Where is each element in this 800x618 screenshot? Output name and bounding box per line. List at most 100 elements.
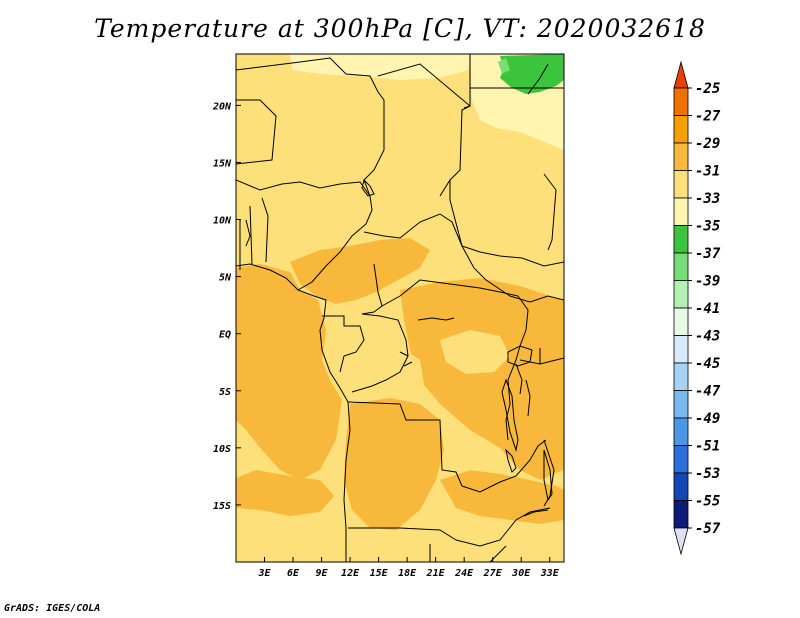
y-tick-label: 10N: [213, 216, 232, 227]
border-ethiopia: [543, 173, 557, 251]
x-tick-label: 33E: [540, 568, 560, 579]
border-niger-nigeria: [236, 179, 371, 197]
field-cool-center: [372, 346, 424, 396]
border-gabon: [322, 315, 365, 373]
x-tick-label: 24E: [454, 568, 474, 579]
border-mali-niger: [236, 99, 277, 165]
lake-chad: [361, 179, 375, 197]
colorbar: -25 -27 -29 -31 -33 -35 -37 -39 -41 -43 -45 -47 -49 -…: [673, 60, 721, 556]
colorbar-label: -47: [695, 384, 721, 400]
colorbar-swatch: [673, 142, 689, 171]
country-borders: [236, 54, 564, 562]
x-tick-label: 12E: [341, 568, 360, 579]
colorbar-label: -57: [695, 521, 721, 537]
y-tick-label: 5N: [219, 273, 232, 284]
colorbar-label: -39: [695, 274, 720, 290]
colorbar-swatch: [673, 115, 689, 144]
x-tick-label: 30E: [511, 568, 531, 579]
colorbar-swatch: [673, 472, 689, 501]
colorbar-label: -49: [695, 411, 720, 427]
map-frame: [235, 53, 565, 563]
colorbar-label: -41: [695, 301, 720, 317]
border-angola-drc: [347, 401, 463, 487]
lake-kariba: [523, 509, 549, 517]
colorbar-swatch: [673, 445, 689, 474]
border-zambia: [461, 439, 547, 493]
border-angola-south: [348, 527, 457, 541]
y-tick-label: 15N: [213, 158, 232, 169]
map-title: Temperature at 300hPa [C], VT: 202003261…: [94, 14, 706, 43]
border-malawi: [543, 439, 555, 507]
y-tick-label: 15S: [213, 501, 231, 512]
field-cold-patch-pale: [498, 58, 510, 74]
map-area: [236, 54, 564, 562]
x-axis-ticks: 3E 6E 9E 12E 15E 18E 21E 24E 27E 30E 33E: [257, 557, 560, 579]
field-warm-south: [344, 398, 444, 530]
colorbar-swatch: [673, 280, 689, 309]
y-tick-label: 10S: [213, 444, 231, 455]
colorbar-label: -25: [695, 81, 720, 97]
colorbar-label: -43: [695, 329, 720, 345]
colorbar-swatch: [673, 390, 689, 419]
x-tick-label: 3E: [257, 568, 271, 579]
colorbar-label: -27: [695, 109, 721, 125]
colorbar-label: -33: [695, 191, 720, 207]
border-sudan-south-sudan: [449, 180, 564, 267]
lake-malawi: [543, 449, 553, 502]
field-warm-central-north: [290, 238, 430, 304]
y-tick-label: 20N: [212, 101, 232, 112]
y-tick-label: 5S: [219, 387, 231, 398]
field-warm-southwest: [236, 470, 334, 516]
grads-credit: GrADS: IGES/COLA: [4, 603, 101, 614]
lake-volta: [245, 219, 251, 247]
x-tick-label: 15E: [370, 568, 389, 579]
x-tick-label: 27E: [483, 568, 503, 579]
coastline-west: [236, 263, 351, 562]
lake-victoria: [507, 345, 533, 367]
colorbar-label: -53: [695, 466, 720, 482]
field-warm-southeast: [440, 470, 564, 524]
x-tick-label: 9E: [316, 568, 329, 579]
colorbar-swatch: [673, 417, 689, 446]
colorbar-swatch: [673, 362, 689, 391]
x-tick-label: 6E: [287, 568, 300, 579]
x-tick-label: 18E: [398, 568, 417, 579]
border-north: [236, 57, 385, 197]
colorbar-swatch: [673, 500, 689, 529]
field-light-north: [290, 54, 470, 80]
colorbar-swatch: [673, 170, 689, 199]
colorbar-label: -31: [695, 164, 720, 180]
colorbar-label: -35: [695, 219, 720, 235]
colorbar-label: -55: [695, 494, 720, 510]
colorbar-swatch: [673, 197, 689, 226]
border-zambia-south: [455, 507, 551, 547]
colorbar-label: -37: [695, 246, 721, 262]
border-benin-nigeria: [261, 197, 269, 263]
coast-northeast: [527, 63, 549, 95]
border-car-south: [381, 279, 519, 307]
lake-tanganyika: [501, 378, 519, 452]
colorbar-swatch: [673, 335, 689, 364]
lake-mweru: [505, 448, 517, 473]
border-chad-car: [363, 213, 487, 281]
field-warm-west: [236, 264, 342, 480]
river-congo: [399, 317, 455, 367]
border-togo: [249, 205, 253, 265]
colorbar-swatch: [673, 87, 689, 116]
y-axis-ticks: 20N 15N 10N 5N EQ 5S 10S 15S: [212, 101, 241, 512]
colorbar-swatch: [673, 225, 689, 254]
colorbar-bottom-cap: [673, 527, 689, 556]
y-tick-label: EQ: [219, 330, 231, 341]
colorbar-label: -51: [695, 439, 720, 455]
border-south-sudan-east: [485, 279, 564, 303]
colorbar-label: -29: [695, 136, 720, 152]
border-nigeria-cameroon: [297, 195, 373, 291]
colorbar-label: -45: [695, 356, 720, 372]
x-tick-label: 21E: [426, 568, 446, 579]
field-cool-east-center: [440, 330, 510, 374]
colorbar-top-cap: [673, 60, 689, 89]
lake-kivu-region: [515, 363, 531, 417]
colorbar-swatch: [673, 307, 689, 336]
colorbar-swatch: [673, 252, 689, 281]
